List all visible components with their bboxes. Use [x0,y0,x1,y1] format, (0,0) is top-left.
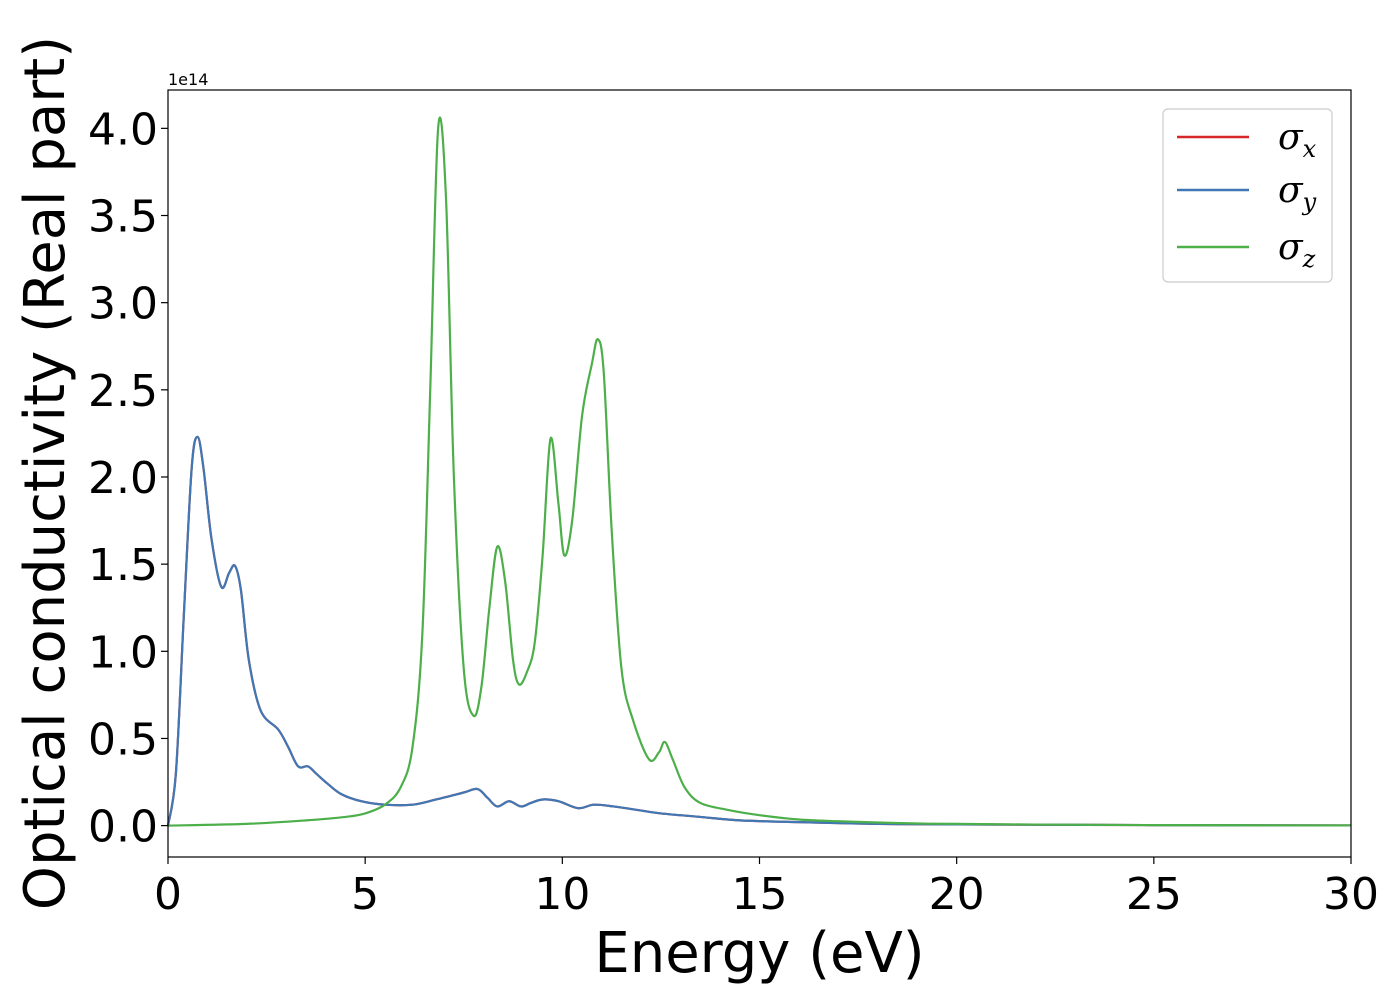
y-tick-label: 2.5 [88,366,158,417]
legend-subscript: y [1302,188,1317,216]
legend-label-x: σx [1278,117,1317,163]
x-tick-label: 25 [1126,869,1182,920]
y-axis-label: Optical conductivity (Real part) [13,36,78,910]
legend-symbol: σ [1278,170,1304,211]
series-line-z [167,116,1352,827]
y-tick-label: 2.0 [88,453,158,504]
x-tick-label: 10 [534,869,590,920]
x-tick-label: 15 [732,869,788,920]
y-tick-label: 3.5 [88,192,158,243]
legend-label-z: σz [1278,227,1316,273]
x-tick-label: 5 [351,869,379,920]
legend-subscript: x [1303,135,1317,163]
y-tick-label: 0.5 [88,714,158,765]
legend-label-y: σy [1278,170,1317,216]
y-tick-label: 1.0 [88,627,158,678]
x-axis-ticks: 0 5 10 15 20 25 30 [154,857,1379,920]
legend-subscript: z [1302,245,1316,273]
y-tick-label: 1.5 [88,540,158,591]
x-axis-label: Energy (eV) [594,921,924,986]
y-axis-ticks: 0.0 0.5 1.0 1.5 2.0 2.5 3.0 3.5 4.0 [88,104,168,853]
series-layer [166,116,1352,827]
y-tick-label: 0.0 [88,802,158,853]
x-tick-label: 30 [1323,869,1379,920]
y-tick-label: 4.0 [88,104,158,155]
plot-area [168,90,1351,857]
x-tick-label: 20 [929,869,985,920]
y-offset-label: 1e14 [168,70,208,89]
series-line-y [166,435,1352,827]
legend-symbol: σ [1278,227,1304,268]
legend-frame [1162,108,1333,283]
legend-symbol: σ [1278,117,1304,158]
y-tick-label: 3.0 [88,279,158,330]
x-tick-label: 0 [154,869,182,920]
